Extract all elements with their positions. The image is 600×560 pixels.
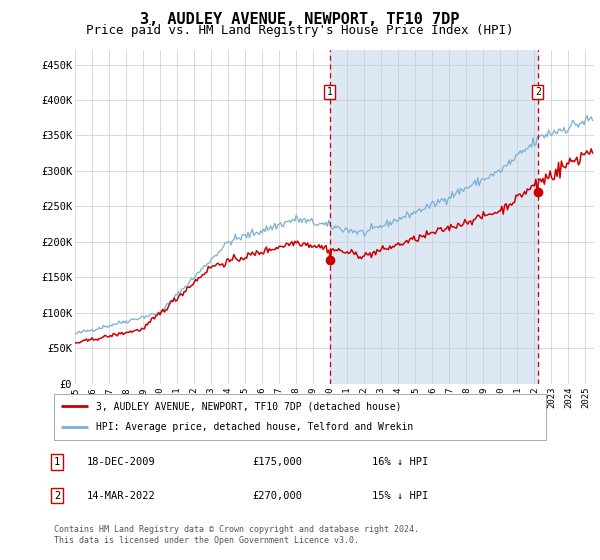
Text: Price paid vs. HM Land Registry's House Price Index (HPI): Price paid vs. HM Land Registry's House … [86,24,514,37]
Text: 1: 1 [54,457,60,467]
Text: 2: 2 [54,491,60,501]
Text: Contains HM Land Registry data © Crown copyright and database right 2024.
This d: Contains HM Land Registry data © Crown c… [54,525,419,545]
Text: 14-MAR-2022: 14-MAR-2022 [87,491,156,501]
Text: 18-DEC-2009: 18-DEC-2009 [87,457,156,467]
Text: HPI: Average price, detached house, Telford and Wrekin: HPI: Average price, detached house, Telf… [96,422,413,432]
Text: 16% ↓ HPI: 16% ↓ HPI [372,457,428,467]
Text: 2: 2 [535,87,541,97]
Bar [329,50,538,384]
Text: 15% ↓ HPI: 15% ↓ HPI [372,491,428,501]
Text: 3, AUDLEY AVENUE, NEWPORT, TF10 7DP: 3, AUDLEY AVENUE, NEWPORT, TF10 7DP [140,12,460,27]
Text: 1: 1 [326,87,332,97]
Text: £270,000: £270,000 [252,491,302,501]
Text: £175,000: £175,000 [252,457,302,467]
Text: 3, AUDLEY AVENUE, NEWPORT, TF10 7DP (detached house): 3, AUDLEY AVENUE, NEWPORT, TF10 7DP (det… [96,401,401,411]
